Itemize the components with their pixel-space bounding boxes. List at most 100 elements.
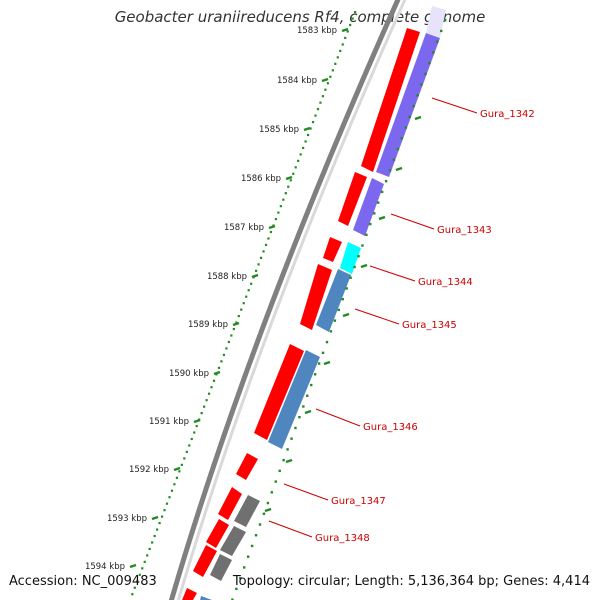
inner-tick xyxy=(342,312,350,318)
gene-block-gray xyxy=(234,495,260,527)
ruler-dot xyxy=(143,560,146,563)
inner-dot xyxy=(231,598,234,600)
inner-dot xyxy=(306,394,309,397)
cds-forward-block xyxy=(323,237,342,262)
ruler-dot xyxy=(311,120,315,124)
ruler-dot xyxy=(336,56,339,59)
ruler-dot xyxy=(138,573,141,576)
ruler-dot xyxy=(306,133,310,137)
ruler-dot xyxy=(153,534,156,538)
ruler-dot xyxy=(205,399,208,402)
ruler-dot xyxy=(250,282,253,285)
inner-dot xyxy=(239,576,242,580)
gene-block-purple xyxy=(353,178,384,236)
inner-dot xyxy=(235,587,238,591)
ruler-dot xyxy=(274,217,277,221)
ruler-dot xyxy=(329,75,332,78)
ruler-dot xyxy=(190,437,193,441)
ruler-label: 1588 kbp xyxy=(207,272,247,282)
inner-dot xyxy=(270,491,274,494)
inner-tick xyxy=(264,507,272,513)
genome-summary-text: Topology: circular; Length: 5,136,364 bp… xyxy=(232,574,590,589)
inner-dot xyxy=(388,169,392,172)
inner-dot xyxy=(432,51,435,54)
gene-callout-line xyxy=(390,213,435,230)
inner-dot xyxy=(317,362,321,365)
ruler-tick xyxy=(303,126,311,132)
inner-dot xyxy=(258,523,262,526)
ruler-dot xyxy=(316,108,320,111)
ruler-dot xyxy=(344,36,347,40)
ruler-dot xyxy=(203,405,206,408)
gene-block-cyan xyxy=(340,242,361,274)
inner-dot xyxy=(333,319,337,322)
ruler-dot xyxy=(255,269,258,272)
backbone-gray xyxy=(168,0,401,600)
gene-callout-line xyxy=(431,97,478,114)
inner-dot xyxy=(274,480,277,483)
gene-block-gray xyxy=(210,554,232,581)
ruler-dot xyxy=(222,353,226,357)
ruler-tick xyxy=(268,224,276,230)
ruler-dot xyxy=(339,49,342,53)
gene-label: Gura_1346 xyxy=(363,422,418,433)
cds-forward-block xyxy=(338,172,367,226)
ruler-ticks xyxy=(129,27,349,569)
ruler-tick xyxy=(129,563,137,569)
inner-dotted-line xyxy=(231,19,447,600)
ruler-dot xyxy=(259,256,263,259)
backbone-strand xyxy=(168,0,407,600)
inner-dot xyxy=(408,115,411,118)
ruler-dot xyxy=(242,302,245,305)
ruler-label: 1583 kbp xyxy=(297,26,337,36)
inner-dot xyxy=(440,29,443,33)
ruler-dot xyxy=(158,521,161,525)
ruler-dot xyxy=(257,263,260,266)
ruler-label: 1587 kbp xyxy=(224,223,264,233)
inner-dot xyxy=(262,512,266,515)
ruler-dot xyxy=(351,17,354,20)
ruler-label: 1593 kbp xyxy=(107,514,147,524)
inner-tick xyxy=(378,215,386,221)
ruler-dot xyxy=(146,554,149,557)
ruler-dot xyxy=(289,179,292,182)
ruler-dot xyxy=(168,496,171,499)
ruler-dot xyxy=(151,541,154,544)
cds-forward-block xyxy=(218,487,242,520)
ruler-dot xyxy=(354,11,357,14)
ruler-label: 1590 kbp xyxy=(169,369,209,379)
inner-dot xyxy=(353,265,356,269)
ruler-dot xyxy=(341,43,344,46)
inner-dot xyxy=(341,297,344,301)
cds-forward-block xyxy=(193,545,217,577)
ruler-dot xyxy=(334,62,337,65)
cds-forward-block xyxy=(300,264,332,330)
ruler-dot xyxy=(156,528,159,531)
inner-dot xyxy=(325,340,329,344)
ruler-dot xyxy=(292,172,295,175)
inner-dot xyxy=(416,94,419,97)
ruler-dot xyxy=(195,424,198,428)
inner-dot xyxy=(290,437,293,440)
backbone-light xyxy=(176,0,407,600)
ruler-tick xyxy=(173,466,181,472)
inner-dot xyxy=(380,190,384,194)
inner-tick xyxy=(285,458,293,464)
ruler-dot xyxy=(282,198,285,201)
ruler-dot xyxy=(217,366,221,369)
inner-dot xyxy=(436,40,439,43)
inner-dot xyxy=(384,179,388,183)
ruler-dot xyxy=(262,250,265,253)
inner-dot xyxy=(286,448,289,451)
ruler-dot xyxy=(230,334,233,337)
ruler-label: 1594 kbp xyxy=(85,562,125,572)
ruler-dot xyxy=(180,463,183,466)
accession-text: Accession: NC_009483 xyxy=(9,574,157,589)
inner-dot xyxy=(243,566,246,569)
ruler-dot xyxy=(207,392,211,395)
ruler-dot xyxy=(188,444,191,447)
inner-tick xyxy=(304,409,312,415)
ruler-dot xyxy=(324,88,327,91)
ruler-dot xyxy=(165,502,169,505)
ruler-dot xyxy=(237,314,240,318)
